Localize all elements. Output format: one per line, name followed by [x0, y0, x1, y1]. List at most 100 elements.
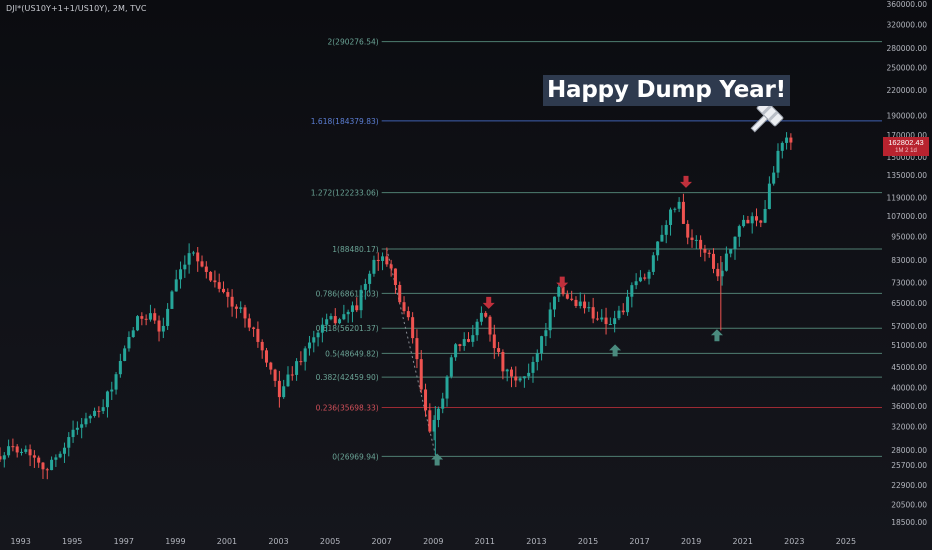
y-tick-label: 51000.00 [891, 341, 927, 350]
candle [677, 197, 681, 213]
x-tick-label: 2005 [320, 537, 340, 546]
candle [101, 399, 105, 414]
candle [742, 215, 746, 228]
arrow-down-icon [680, 175, 692, 188]
y-tick-label: 150000.00 [886, 153, 927, 162]
current-price-badge: 162802.43 1M 2 1d [883, 137, 929, 156]
symbol-title: DJI*(US10Y+1+1/US10Y), 2M, TVC [6, 4, 147, 13]
candle [295, 358, 299, 381]
candle [37, 455, 41, 468]
y-tick-label: 36000.00 [891, 402, 927, 411]
candle [67, 432, 71, 457]
candle [428, 403, 432, 434]
candle [716, 263, 720, 282]
candle [651, 252, 655, 276]
fib-level-label: 2(290276.54) [327, 38, 378, 47]
candle [548, 302, 552, 339]
x-tick-label: 2023 [784, 537, 804, 546]
candle [578, 292, 582, 309]
y-tick-label: 32000.00 [891, 423, 927, 432]
candle [454, 342, 458, 361]
candle [307, 335, 311, 356]
candle [222, 281, 226, 294]
candle [398, 281, 402, 304]
candle [402, 296, 406, 315]
candle [617, 305, 621, 321]
candle [196, 246, 200, 272]
candle [690, 229, 694, 248]
candle [660, 225, 664, 242]
candle [252, 326, 256, 337]
y-tick-label: 45000.00 [891, 363, 927, 372]
candle [170, 290, 174, 310]
candle [681, 193, 685, 225]
x-tick-label: 1997 [114, 537, 134, 546]
candle [114, 371, 118, 395]
fib-level-label: 0.618(56201.37) [316, 324, 379, 333]
x-tick-label: 1993 [10, 537, 30, 546]
y-tick-label: 107000.00 [886, 212, 927, 221]
candle [647, 269, 651, 285]
candle [389, 259, 393, 277]
candle [505, 368, 509, 382]
candle [527, 363, 531, 380]
candle [514, 366, 518, 388]
candle [733, 236, 737, 260]
candle [140, 312, 144, 326]
candle [24, 445, 28, 454]
candle [338, 317, 342, 325]
x-tick-label: 2025 [836, 537, 856, 546]
candle [286, 366, 290, 387]
x-tick-label: 2019 [681, 537, 701, 546]
fib-level-label: 0(26969.94) [332, 452, 378, 461]
candle [467, 332, 471, 343]
y-tick-label: 83000.00 [891, 256, 927, 265]
candle [754, 208, 758, 227]
y-tick-label: 18500.00 [891, 518, 927, 527]
arrow-markers [431, 175, 723, 466]
candle [136, 315, 140, 332]
candle [260, 339, 264, 359]
candle [88, 414, 92, 424]
candle [84, 412, 88, 428]
candle [161, 317, 165, 339]
candle [118, 353, 122, 378]
candle [127, 331, 131, 352]
candle [333, 308, 337, 325]
candle [32, 450, 36, 468]
y-tick-label: 95000.00 [891, 233, 927, 242]
y-tick-label: 119000.00 [886, 193, 927, 202]
candle [540, 335, 544, 361]
candle [372, 255, 376, 277]
candle [415, 329, 419, 369]
candle [501, 349, 505, 380]
candle [75, 421, 79, 435]
y-tick-label: 25700.00 [891, 461, 927, 470]
candle [329, 313, 333, 321]
candle [694, 235, 698, 250]
candle [608, 317, 612, 326]
x-tick-label: 2007 [372, 537, 392, 546]
candle [11, 438, 15, 452]
candle [600, 309, 604, 322]
fib-level-label: 0.786(68612.03) [316, 289, 379, 298]
candle [45, 467, 49, 480]
y-tick-label: 73000.00 [891, 279, 927, 288]
y-tick-label: 40000.00 [891, 384, 927, 393]
candle [621, 303, 625, 315]
fib-level-label: 1.618(184379.83) [311, 117, 379, 126]
candle [350, 301, 354, 323]
candle [209, 270, 213, 283]
candle [746, 215, 750, 224]
candle [256, 321, 260, 348]
candle [325, 313, 329, 333]
candles [0, 132, 793, 480]
candle [217, 273, 221, 293]
candle [243, 304, 247, 328]
candle [273, 368, 277, 387]
y-tick-label: 57000.00 [891, 322, 927, 331]
candle [303, 346, 307, 371]
candle [342, 304, 346, 321]
